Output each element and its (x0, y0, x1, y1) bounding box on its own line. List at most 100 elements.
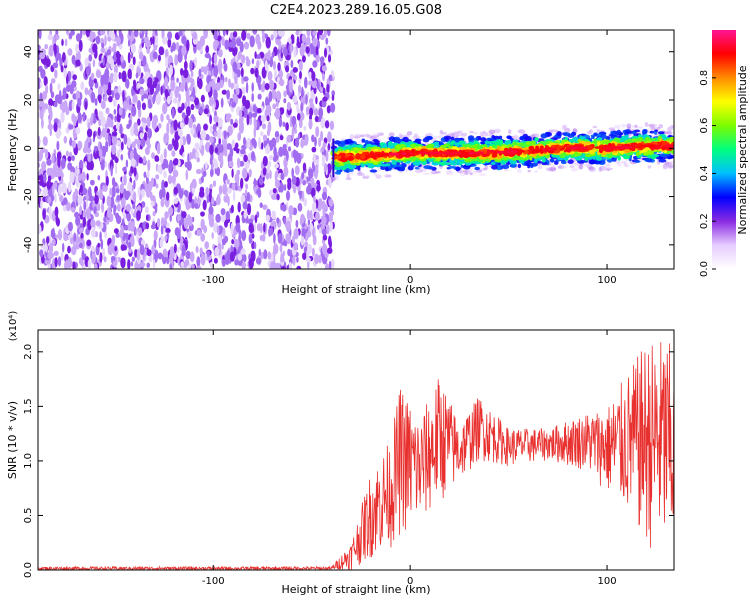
band-cell (560, 160, 567, 165)
noise-speck (231, 182, 236, 191)
noise-speck (279, 135, 284, 141)
noise-speck (118, 106, 123, 116)
noise-speck (68, 32, 73, 40)
noise-speck (166, 232, 170, 240)
noise-speck (232, 61, 238, 73)
noise-speck (236, 157, 241, 169)
band-cell (561, 125, 567, 130)
noise-speck (251, 58, 255, 65)
noise-speck (328, 74, 333, 82)
noise-speck (118, 30, 122, 37)
noise-speck (131, 141, 136, 149)
noise-speck (209, 114, 213, 125)
noise-speck (299, 70, 302, 80)
noise-speck (47, 196, 52, 204)
noise-speck (196, 157, 200, 163)
noise-speck (55, 34, 60, 40)
noise-speck (188, 117, 193, 129)
noise-speck (324, 263, 330, 269)
noise-speck (72, 261, 76, 269)
noise-speck (190, 83, 193, 92)
noise-speck (321, 154, 326, 164)
band-cell (463, 172, 469, 175)
noise-speck (277, 233, 283, 244)
noise-speck (195, 126, 199, 135)
noise-speck (262, 167, 267, 176)
noise-speck (283, 90, 287, 98)
band-cell (554, 160, 559, 165)
noise-speck (157, 123, 162, 129)
noise-speck (262, 234, 266, 242)
noise-speck (326, 105, 331, 114)
noise-speck (47, 123, 53, 131)
noise-speck (266, 115, 270, 122)
band-cell (388, 143, 397, 147)
noise-speck (322, 243, 328, 255)
noise-speck (111, 134, 118, 146)
noise-speck (313, 201, 317, 212)
noise-speck (209, 144, 214, 155)
noise-speck (65, 84, 71, 92)
noise-speck (88, 54, 93, 62)
band-cell (620, 161, 627, 164)
noise-speck (47, 34, 53, 41)
noise-speck (125, 159, 129, 168)
noise-speck (76, 168, 80, 175)
noise-speck (235, 175, 240, 183)
noise-speck (306, 249, 310, 261)
noise-speck (319, 33, 325, 41)
noise-speck (306, 209, 311, 220)
noise-speck (62, 242, 65, 253)
noise-speck (181, 35, 187, 45)
noise-speck (127, 100, 133, 111)
noise-speck (120, 197, 126, 207)
noise-speck (128, 119, 132, 128)
noise-speck (213, 89, 218, 101)
noise-speck (148, 254, 153, 263)
band-cell (469, 172, 473, 176)
noise-speck (75, 33, 82, 42)
noise-speck (283, 184, 287, 191)
noise-speck (80, 81, 85, 91)
noise-speck (295, 219, 299, 228)
noise-speck (185, 106, 191, 117)
noise-speck (296, 256, 299, 263)
band-cell (356, 172, 365, 177)
noise-speck (237, 253, 242, 261)
noise-speck (57, 83, 61, 91)
noise-speck (45, 84, 49, 95)
noise-speck (49, 109, 53, 120)
noise-speck (295, 30, 301, 36)
noise-speck (245, 183, 249, 190)
noise-speck (146, 116, 151, 128)
noise-speck (75, 216, 81, 226)
noise-speck (130, 126, 136, 137)
noise-speck (301, 33, 307, 44)
noise-speck (278, 117, 283, 128)
noise-speck (220, 214, 226, 223)
noise-speck (64, 38, 68, 47)
noise-speck (162, 248, 168, 258)
noise-speck (113, 228, 119, 234)
noise-speck (133, 147, 137, 155)
noise-speck (283, 166, 289, 177)
noise-speck (243, 137, 246, 146)
noise-speck (176, 77, 179, 83)
noise-speck (287, 146, 292, 152)
noise-speck (100, 47, 106, 54)
noise-speck (203, 108, 209, 115)
noise-speck (294, 165, 300, 176)
band-cell (527, 169, 531, 173)
noise-speck (265, 214, 270, 222)
noise-speck (277, 62, 281, 72)
noise-speck (115, 188, 120, 194)
noise-speck (255, 257, 262, 265)
noise-speck (300, 140, 304, 148)
band-cell (456, 170, 464, 174)
noise-speck (313, 108, 319, 116)
noise-speck (318, 107, 324, 119)
noise-speck (175, 41, 180, 51)
noise-speck (213, 65, 219, 77)
noise-speck (75, 50, 81, 63)
band-cell (608, 134, 616, 137)
